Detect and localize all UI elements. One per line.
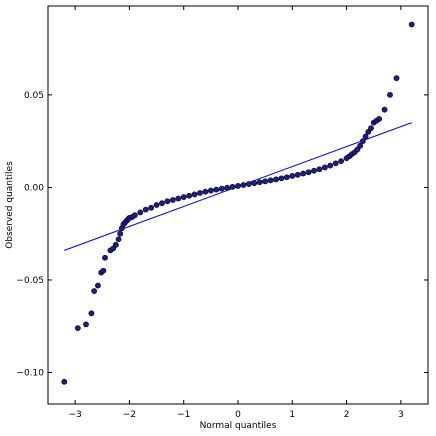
data-point [262,178,269,185]
data-point [245,181,252,187]
data-point [376,116,383,122]
data-point [153,202,160,208]
data-point [256,179,263,186]
data-point [91,288,98,294]
plot-frame [47,5,429,405]
data-point [83,321,89,328]
data-point [175,195,182,202]
data-point [229,183,236,190]
data-point [186,192,193,199]
x-tick-label: 0 [235,410,241,420]
data-point [408,21,415,28]
data-point [316,166,323,173]
data-point [362,133,369,140]
x-tick-label: 2 [344,410,350,420]
data-point [164,198,171,205]
x-axis-ticks: −3 −2 −1 0 1 2 3 [69,6,404,420]
x-axis-label: Normal quantiles [200,421,277,431]
plot-area [61,21,415,385]
data-point [88,310,95,317]
data-point [115,236,122,243]
data-point [224,184,231,191]
y-tick-label: 0.00 [24,183,44,193]
data-point [321,164,328,171]
data-point [102,254,108,261]
data-point [251,180,258,187]
data-point [294,171,301,178]
data-point [180,194,187,200]
x-tick-label: 1 [289,410,295,420]
data-point [332,160,339,167]
data-point [300,170,307,177]
data-point [368,125,374,132]
data-point [95,282,101,289]
data-point [100,267,107,274]
data-point [289,173,296,179]
y-tick-label: −0.05 [16,276,44,286]
data-point [61,378,68,385]
data-point [218,185,225,192]
data-point [311,167,317,174]
data-point [74,325,81,332]
data-point [142,206,149,213]
x-tick-label: −3 [69,410,82,420]
data-point [213,186,220,193]
data-point [327,162,334,169]
data-point [207,187,214,194]
data-point [131,212,138,219]
y-tick-label: 0.05 [24,91,44,101]
y-axis-ticks: −0.10 −0.05 0.00 0.05 [16,91,428,379]
data-point [191,191,198,198]
data-point [148,204,155,211]
data-point [202,188,209,195]
data-point [283,174,290,181]
data-point [278,175,285,182]
x-tick-label: −2 [123,410,136,420]
data-point [235,183,241,189]
data-point [357,142,364,149]
data-point [267,177,274,184]
data-point [338,158,345,165]
data-point [117,230,124,237]
data-point [137,209,144,216]
data-point [359,138,366,145]
data-point [387,91,393,98]
data-point [112,241,119,248]
data-point [381,106,388,113]
data-point [197,190,203,196]
data-point [169,197,176,203]
data-point [240,182,247,188]
data-point [305,169,312,176]
data-point [273,176,279,183]
y-axis-label: Observed quantiles [5,161,15,249]
x-tick-label: −1 [177,410,190,420]
data-point [393,75,400,82]
y-tick-label: −0.10 [16,369,44,379]
x-tick-label: 3 [398,410,404,420]
data-point [159,200,165,207]
